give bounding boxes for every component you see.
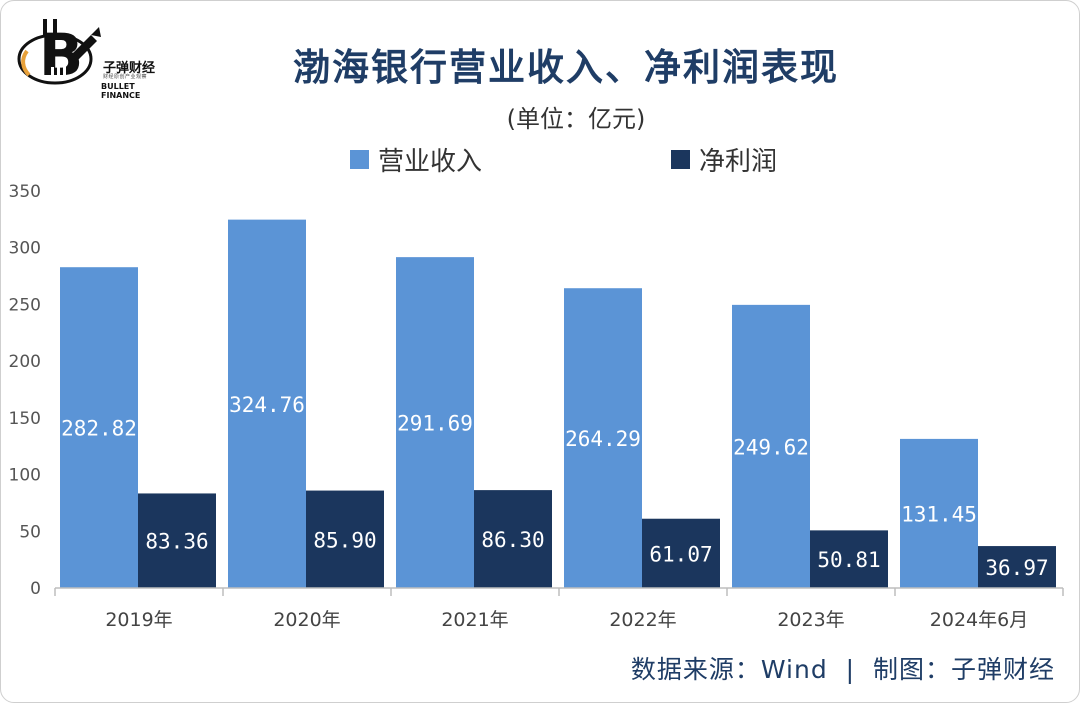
chart-legend: 营业收入 净利润 (1, 141, 1079, 178)
bar-profit (138, 493, 216, 588)
y-tick-label: 0 (30, 579, 41, 599)
data-label-revenue: 282.82 (61, 417, 137, 441)
chart-title: 渤海银行营业收入、净利润表现 (293, 46, 839, 89)
data-label-profit: 61.07 (649, 542, 712, 566)
data-label-revenue: 291.69 (397, 412, 473, 436)
bar-profit (642, 518, 720, 588)
logo-name-en: BULLET FINANCE (101, 82, 141, 100)
x-tick-label: 2024年6月 (930, 609, 1028, 631)
footer-source: 数据来源：Wind (630, 655, 828, 684)
data-label-profit: 85.90 (313, 528, 376, 552)
bar-revenue (564, 288, 642, 588)
y-tick-label: 200 (9, 352, 41, 372)
data-label-revenue: 264.29 (565, 427, 641, 451)
bar-profit (978, 546, 1056, 588)
y-tick-label: 50 (19, 522, 41, 542)
footer-maker: 制图：子弹财经 (872, 655, 1055, 684)
x-tick-label: 2021年 (441, 609, 508, 631)
legend-item-profit: 净利润 (671, 141, 777, 178)
bar-revenue (60, 267, 138, 588)
data-label-profit: 50.81 (817, 548, 880, 572)
legend-label-revenue: 营业收入 (378, 147, 483, 177)
x-tick-label: 2020年 (273, 609, 340, 631)
legend-swatch-profit (671, 150, 690, 169)
x-tick-label: 2022年 (609, 609, 676, 631)
bar-revenue (732, 304, 810, 588)
data-label-profit: 36.97 (985, 556, 1048, 580)
data-label-revenue: 324.76 (229, 393, 305, 417)
bullet-b-logo-icon: B (17, 19, 101, 89)
data-label-profit: 83.36 (145, 530, 208, 554)
data-label-revenue: 131.45 (901, 502, 977, 526)
logo-tagline: 财经原创产业观察 (103, 74, 148, 80)
legend-label-profit: 净利润 (699, 147, 778, 177)
footer-separator: | (845, 655, 856, 684)
x-tick-label: 2019年 (105, 609, 172, 631)
brand-logo: B 子弹财经 财经原创产业观察 BULLET FINANCE (15, 11, 165, 100)
legend-item-revenue: 营业收入 (350, 141, 482, 178)
bar-profit (306, 490, 384, 588)
chart-footer: 数据来源：Wind | 制图：子弹财经 (631, 650, 1055, 686)
y-tick-label: 100 (9, 466, 41, 486)
bar-profit (810, 530, 888, 588)
chart-unit: (单位：亿元) (506, 105, 646, 133)
legend-swatch-revenue (350, 150, 369, 169)
x-tick-label: 2023年 (777, 609, 844, 631)
bar-revenue (900, 438, 978, 588)
data-label-revenue: 249.62 (733, 435, 809, 459)
logo-name-cn: 子弹财经 (103, 61, 156, 76)
bar-revenue (396, 257, 474, 588)
y-tick-label: 150 (9, 409, 41, 429)
bar-profit (474, 490, 552, 588)
data-label-profit: 86.30 (481, 528, 544, 552)
bar-revenue (228, 219, 306, 588)
y-tick-label: 300 (9, 239, 41, 259)
y-tick-label: 350 (9, 182, 41, 202)
y-tick-label: 250 (9, 295, 41, 315)
